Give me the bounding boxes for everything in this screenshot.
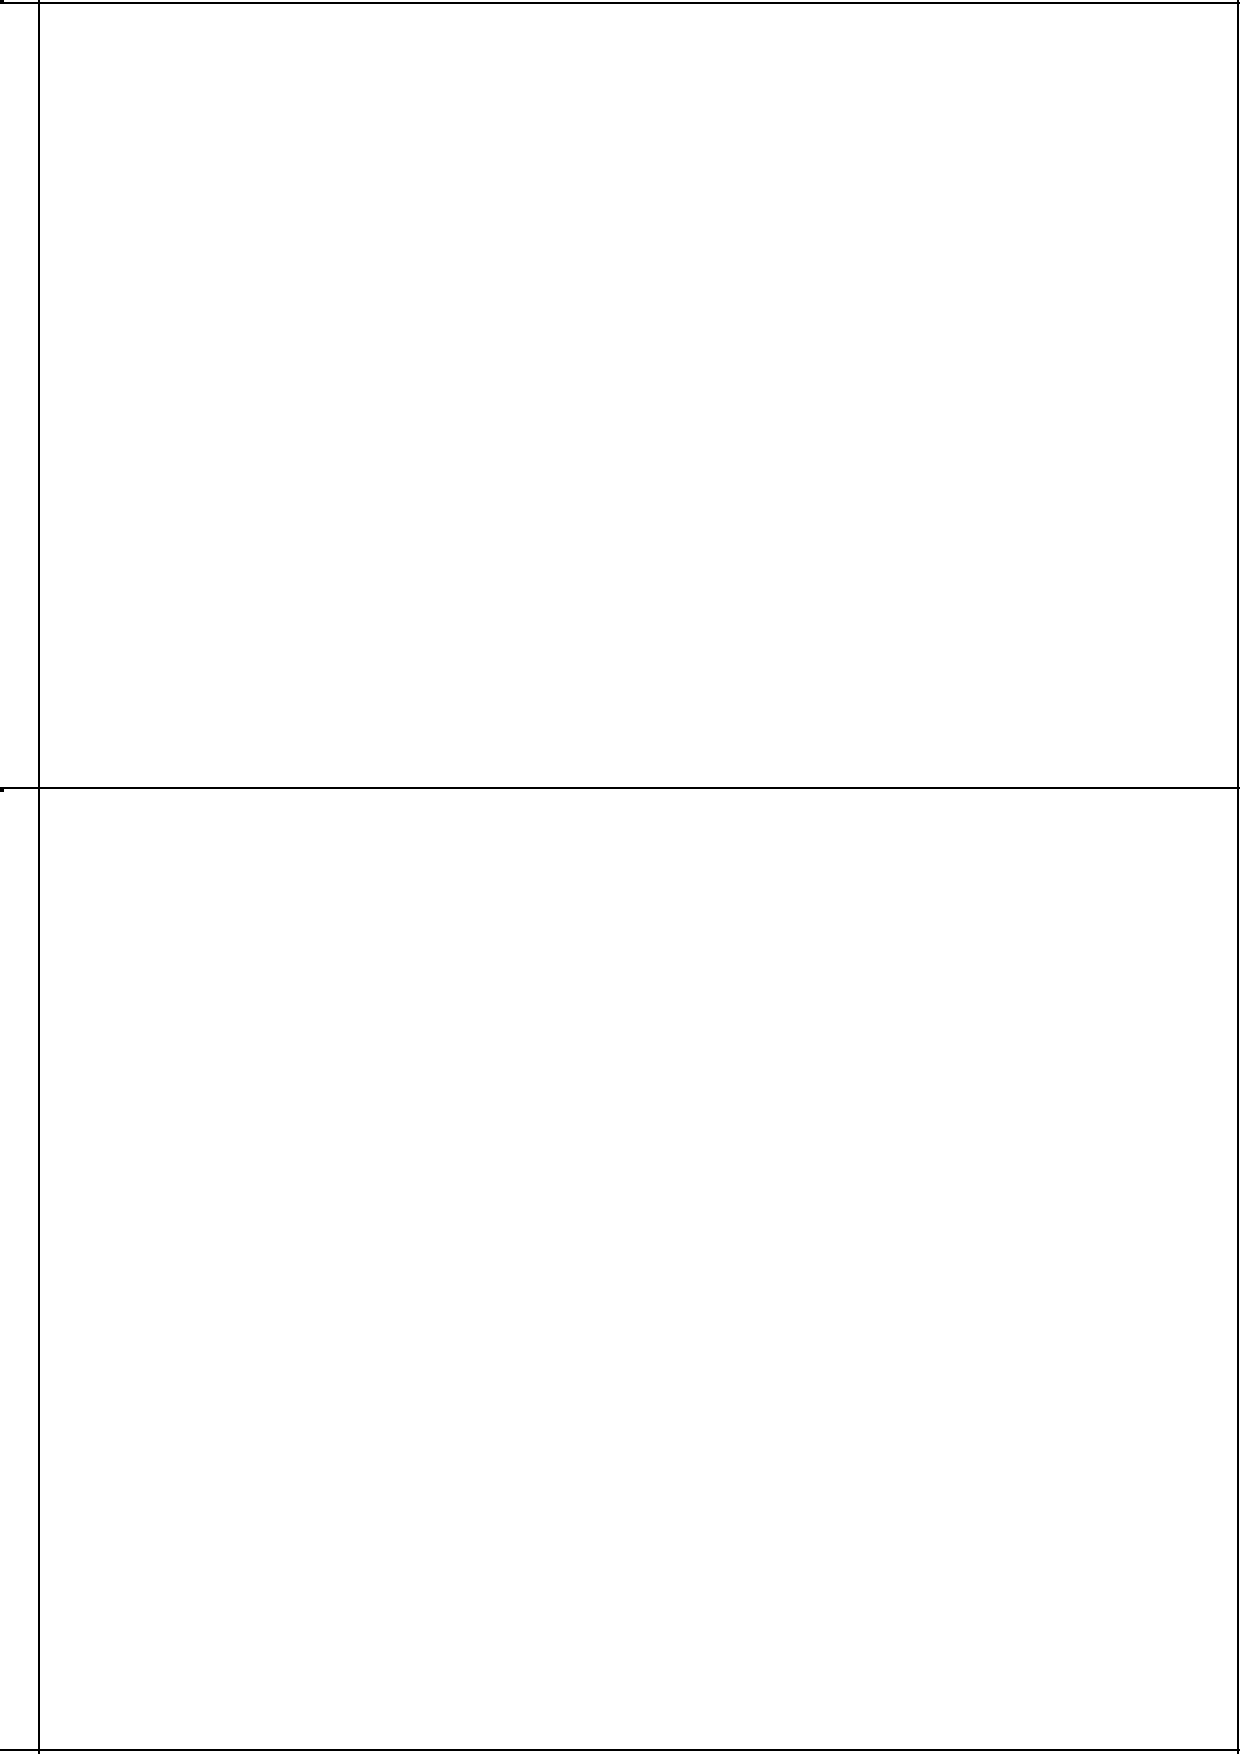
frame-line-top <box>0 2 1240 4</box>
top-scatter-chart <box>0 0 1240 788</box>
bottom-scatter-chart <box>0 788 1240 1754</box>
frame-line-divider <box>0 787 1240 789</box>
plot-area <box>0 788 4 792</box>
frame-line-left <box>38 0 40 1754</box>
plot-area <box>0 0 4 4</box>
frame-line-right <box>1237 0 1239 1754</box>
frame-line-bottom <box>0 1749 1240 1751</box>
